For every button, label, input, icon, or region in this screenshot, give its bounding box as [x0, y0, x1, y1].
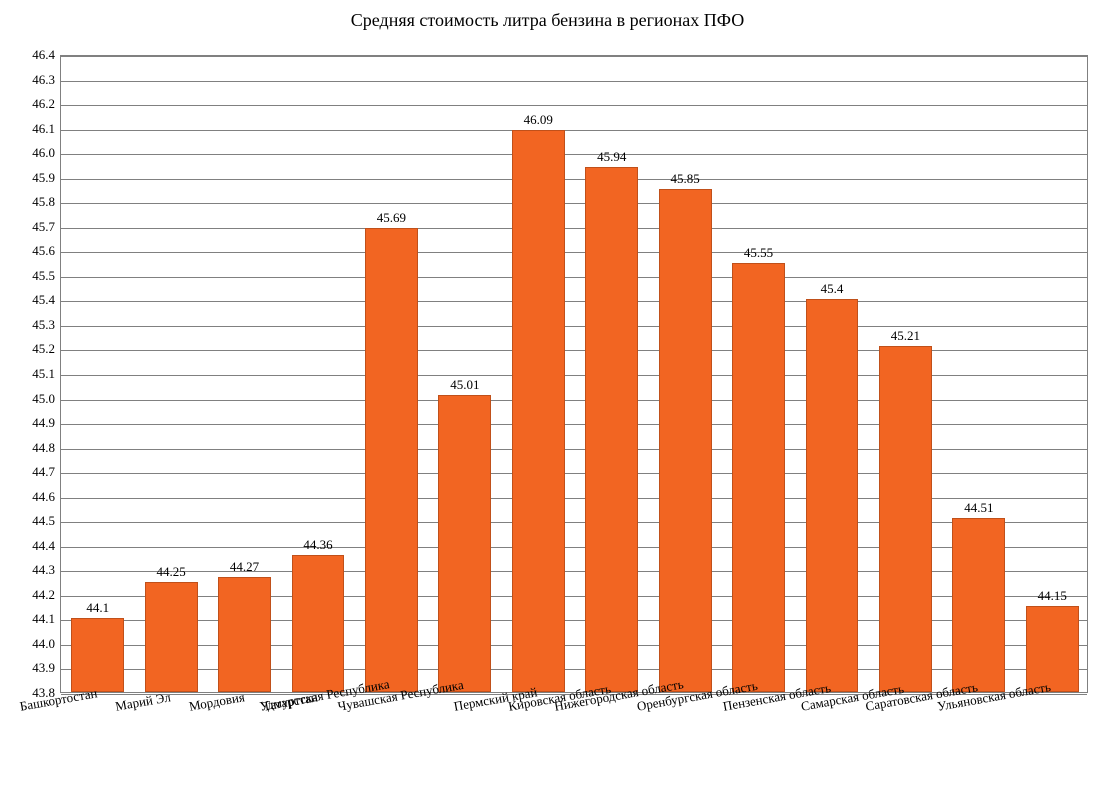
gridline: [61, 350, 1087, 351]
gridline: [61, 596, 1087, 597]
bar: 44.51: [952, 518, 1005, 692]
bar: 45.69: [365, 228, 418, 692]
bar-rect: [512, 130, 565, 692]
gridline: [61, 645, 1087, 646]
gridline: [61, 277, 1087, 278]
y-tick-label: 44.3: [20, 562, 55, 578]
gridline: [61, 669, 1087, 670]
y-tick-label: 44.7: [20, 464, 55, 480]
y-tick-label: 45.9: [20, 170, 55, 186]
bar-rect: [732, 263, 785, 692]
bar-value-label: 44.15: [1038, 588, 1067, 604]
bar-rect: [585, 167, 638, 692]
bar: 45.55: [732, 263, 785, 692]
y-tick-label: 45.6: [20, 243, 55, 259]
y-tick-label: 43.9: [20, 660, 55, 676]
y-tick-label: 45.0: [20, 391, 55, 407]
gridline: [61, 179, 1087, 180]
y-tick-label: 45.7: [20, 219, 55, 235]
bar-rect: [292, 555, 345, 692]
bar-rect: [806, 299, 859, 692]
gridline: [61, 154, 1087, 155]
bar: 44.15: [1026, 606, 1079, 692]
bar: 44.1: [71, 618, 124, 692]
bar-rect: [365, 228, 418, 692]
gridline: [61, 56, 1087, 57]
bar: 44.27: [218, 577, 271, 692]
gridline: [61, 130, 1087, 131]
y-tick-label: 44.9: [20, 415, 55, 431]
y-tick-label: 46.0: [20, 145, 55, 161]
gridline: [61, 400, 1087, 401]
bar-rect: [879, 346, 932, 692]
bar-value-label: 45.69: [377, 210, 406, 226]
bar-rect: [659, 189, 712, 692]
y-tick-label: 45.5: [20, 268, 55, 284]
y-tick-label: 44.0: [20, 636, 55, 652]
y-tick-label: 44.8: [20, 440, 55, 456]
gridline: [61, 301, 1087, 302]
y-tick-label: 45.1: [20, 366, 55, 382]
chart-container: Средняя стоимость литра бензина в регион…: [0, 0, 1095, 805]
bar-rect: [71, 618, 124, 692]
y-tick-label: 44.4: [20, 538, 55, 554]
gridline: [61, 203, 1087, 204]
gridline: [61, 571, 1087, 572]
gridline: [61, 547, 1087, 548]
bar-value-label: 44.36: [303, 537, 332, 553]
y-tick-label: 44.1: [20, 611, 55, 627]
bar-value-label: 45.4: [821, 281, 844, 297]
bar: 45.94: [585, 167, 638, 692]
y-tick-label: 46.1: [20, 121, 55, 137]
gridline: [61, 498, 1087, 499]
y-tick-label: 46.3: [20, 72, 55, 88]
gridline: [61, 424, 1087, 425]
bar-value-label: 46.09: [524, 112, 553, 128]
bar: 46.09: [512, 130, 565, 692]
bar-value-label: 44.27: [230, 559, 259, 575]
bar-rect: [145, 582, 198, 692]
gridline: [61, 449, 1087, 450]
bar-value-label: 45.85: [671, 171, 700, 187]
bar-value-label: 45.55: [744, 245, 773, 261]
plot-area: 44.1 44.25 44.27 44.36 45.69 45.01 46.09 45.94 4…: [60, 55, 1088, 693]
bar-value-label: 45.21: [891, 328, 920, 344]
y-tick-label: 45.8: [20, 194, 55, 210]
bar-rect: [952, 518, 1005, 692]
bar: 45.4: [806, 299, 859, 692]
bar: 45.01: [438, 395, 491, 692]
bar-value-label: 45.94: [597, 149, 626, 165]
y-tick-label: 45.4: [20, 292, 55, 308]
gridline: [61, 473, 1087, 474]
y-tick-label: 46.4: [20, 47, 55, 63]
y-tick-label: 44.2: [20, 587, 55, 603]
bar: 45.21: [879, 346, 932, 692]
y-tick-label: 45.2: [20, 341, 55, 357]
gridline: [61, 620, 1087, 621]
y-tick-label: 46.2: [20, 96, 55, 112]
gridline: [61, 252, 1087, 253]
y-tick-label: 45.3: [20, 317, 55, 333]
bar: 44.36: [292, 555, 345, 692]
bar-rect: [1026, 606, 1079, 692]
y-tick-label: 44.5: [20, 513, 55, 529]
chart-title: Средняя стоимость литра бензина в регион…: [0, 10, 1095, 31]
bar-value-label: 44.1: [86, 600, 109, 616]
gridline: [61, 375, 1087, 376]
bar: 44.25: [145, 582, 198, 692]
gridline: [61, 105, 1087, 106]
bar-value-label: 44.51: [964, 500, 993, 516]
bar: 45.85: [659, 189, 712, 692]
gridline: [61, 326, 1087, 327]
gridline: [61, 522, 1087, 523]
gridline: [61, 228, 1087, 229]
gridline: [61, 81, 1087, 82]
bar-rect: [218, 577, 271, 692]
bar-value-label: 45.01: [450, 377, 479, 393]
bar-rect: [438, 395, 491, 692]
bar-value-label: 44.25: [157, 564, 186, 580]
y-tick-label: 44.6: [20, 489, 55, 505]
